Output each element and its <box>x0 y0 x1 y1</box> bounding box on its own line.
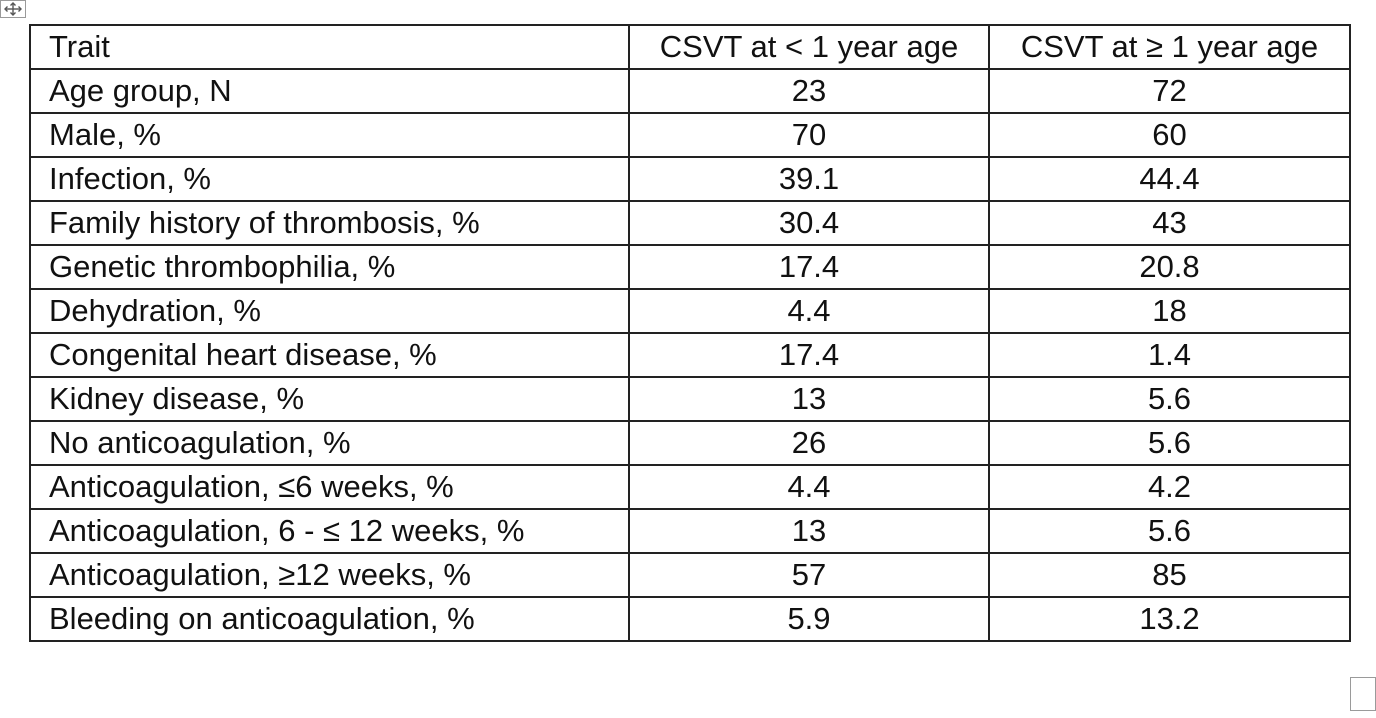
table-row: Age group, N 23 72 <box>29 68 1351 114</box>
table-row: Anticoagulation, ≤6 weeks, % 4.4 4.2 <box>29 464 1351 510</box>
table-row: Kidney disease, % 13 5.6 <box>29 376 1351 422</box>
table-row: Genetic thrombophilia, % 17.4 20.8 <box>29 244 1351 290</box>
under-1-year-cell[interactable]: 57 <box>628 552 990 598</box>
trait-cell[interactable]: Genetic thrombophilia, % <box>29 244 630 290</box>
under-1-year-cell[interactable]: 4.4 <box>628 288 990 334</box>
under-1-year-cell[interactable]: 17.4 <box>628 244 990 290</box>
1-year-plus-cell[interactable]: 72 <box>988 68 1351 114</box>
table-row: Bleeding on anticoagulation, % 5.9 13.2 <box>29 596 1351 642</box>
trait-cell[interactable]: Age group, N <box>29 68 630 114</box>
trait-cell[interactable]: Family history of thrombosis, % <box>29 200 630 246</box>
1-year-plus-cell[interactable]: 85 <box>988 552 1351 598</box>
1-year-plus-cell[interactable]: 18 <box>988 288 1351 334</box>
under-1-year-cell[interactable]: 4.4 <box>628 464 990 510</box>
1-year-plus-cell[interactable]: 44.4 <box>988 156 1351 202</box>
table-resize-handle[interactable] <box>1350 677 1376 711</box>
1-year-plus-cell[interactable]: 1.4 <box>988 332 1351 378</box>
table-row: Anticoagulation, ≥12 weeks, % 57 85 <box>29 552 1351 598</box>
table-row: Infection, % 39.1 44.4 <box>29 156 1351 202</box>
under-1-year-cell[interactable]: 26 <box>628 420 990 466</box>
1-year-plus-cell[interactable]: 20.8 <box>988 244 1351 290</box>
table-row: Anticoagulation, 6 - ≤ 12 weeks, % 13 5.6 <box>29 508 1351 554</box>
1-year-plus-cell[interactable]: 43 <box>988 200 1351 246</box>
table-row: Congenital heart disease, % 17.4 1.4 <box>29 332 1351 378</box>
trait-cell[interactable]: Bleeding on anticoagulation, % <box>29 596 630 642</box>
1-year-plus-cell[interactable]: 5.6 <box>988 420 1351 466</box>
trait-cell[interactable]: No anticoagulation, % <box>29 420 630 466</box>
table-row: Male, % 70 60 <box>29 112 1351 158</box>
data-table: Trait CSVT at < 1 year age CSVT at ≥ 1 y… <box>29 24 1351 642</box>
trait-cell[interactable]: Anticoagulation, 6 - ≤ 12 weeks, % <box>29 508 630 554</box>
under-1-year-cell[interactable]: 70 <box>628 112 990 158</box>
under-1-year-cell[interactable]: 23 <box>628 68 990 114</box>
table-move-handle[interactable] <box>0 0 26 18</box>
header-row: Trait CSVT at < 1 year age CSVT at ≥ 1 y… <box>29 24 1351 70</box>
trait-cell[interactable]: Congenital heart disease, % <box>29 332 630 378</box>
trait-cell[interactable]: Anticoagulation, ≥12 weeks, % <box>29 552 630 598</box>
table-body: Trait CSVT at < 1 year age CSVT at ≥ 1 y… <box>29 24 1351 642</box>
under-1-year-cell[interactable]: 17.4 <box>628 332 990 378</box>
1-year-plus-cell[interactable]: 5.6 <box>988 508 1351 554</box>
trait-cell[interactable]: Male, % <box>29 112 630 158</box>
under-1-year-cell[interactable]: 5.9 <box>628 596 990 642</box>
header-trait[interactable]: Trait <box>29 24 630 70</box>
1-year-plus-cell[interactable]: 13.2 <box>988 596 1351 642</box>
table-row: No anticoagulation, % 26 5.6 <box>29 420 1351 466</box>
header-1-year-plus[interactable]: CSVT at ≥ 1 year age <box>988 24 1351 70</box>
table-row: Family history of thrombosis, % 30.4 43 <box>29 200 1351 246</box>
under-1-year-cell[interactable]: 30.4 <box>628 200 990 246</box>
under-1-year-cell[interactable]: 13 <box>628 508 990 554</box>
table-row: Dehydration, % 4.4 18 <box>29 288 1351 334</box>
under-1-year-cell[interactable]: 39.1 <box>628 156 990 202</box>
move-icon <box>4 2 22 16</box>
1-year-plus-cell[interactable]: 4.2 <box>988 464 1351 510</box>
trait-cell[interactable]: Kidney disease, % <box>29 376 630 422</box>
trait-cell[interactable]: Infection, % <box>29 156 630 202</box>
header-under-1-year[interactable]: CSVT at < 1 year age <box>628 24 990 70</box>
trait-cell[interactable]: Anticoagulation, ≤6 weeks, % <box>29 464 630 510</box>
1-year-plus-cell[interactable]: 5.6 <box>988 376 1351 422</box>
1-year-plus-cell[interactable]: 60 <box>988 112 1351 158</box>
under-1-year-cell[interactable]: 13 <box>628 376 990 422</box>
trait-cell[interactable]: Dehydration, % <box>29 288 630 334</box>
